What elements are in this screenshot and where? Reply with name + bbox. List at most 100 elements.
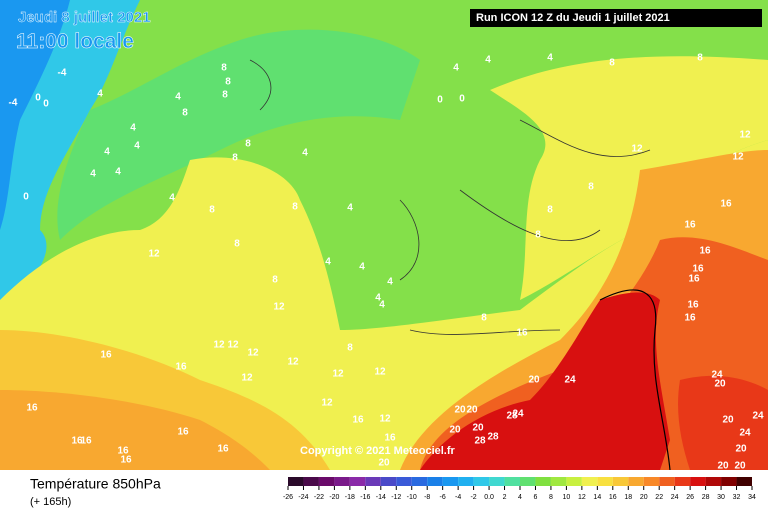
scale-swatch	[349, 477, 366, 486]
contour-label: 4	[90, 169, 96, 180]
scale-swatch	[736, 477, 752, 486]
contour-label: 4	[347, 203, 353, 214]
scale-tick-label: 2	[503, 494, 507, 501]
contour-label: 20	[472, 423, 484, 434]
contour-label: 0	[35, 93, 41, 104]
contour-label: 4	[325, 257, 331, 268]
contour-label: 24	[512, 409, 524, 420]
scale-swatch	[705, 477, 722, 486]
contour-label: 4	[302, 148, 308, 159]
contour-label: 4	[359, 262, 365, 273]
contour-label: 8	[347, 343, 353, 354]
contour-label: 28	[506, 411, 518, 422]
contour-label: 4	[379, 300, 385, 311]
scale-swatch	[473, 477, 490, 486]
contour-label: 4	[134, 141, 140, 152]
contour-label: 24	[711, 370, 723, 381]
scale-swatch	[458, 477, 474, 486]
contour-label: 16	[384, 433, 396, 444]
scale-tick-label: -20	[329, 494, 339, 501]
map-background	[0, 0, 768, 471]
contour-label: 24	[752, 411, 764, 422]
scale-tick-label: -2	[470, 494, 476, 501]
contour-label: 8	[697, 53, 703, 64]
scale-tick-label: 6	[534, 494, 538, 501]
scale-swatch	[396, 477, 412, 486]
contour-label: 4	[169, 193, 175, 204]
scale-swatch	[659, 477, 675, 486]
contour-label: 8	[221, 63, 227, 74]
contour-label: 16	[699, 246, 711, 257]
contour-label: 16	[217, 444, 229, 455]
scale-tick-label: -24	[298, 494, 308, 501]
contour-label: 8	[272, 275, 278, 286]
scale-swatch	[489, 477, 505, 486]
scale-swatch	[566, 477, 582, 486]
contour-label: 20	[466, 405, 478, 416]
contour-label: 12	[321, 398, 333, 409]
contour-label: 20	[714, 379, 726, 390]
contour-label: 20	[528, 375, 540, 386]
contour-label: 0	[23, 192, 29, 203]
contour-label: 8	[245, 139, 251, 150]
scale-swatch	[535, 477, 551, 486]
contour-label: 28	[487, 432, 499, 443]
contour-label: 8	[481, 313, 487, 324]
scale-tick-label: 20	[640, 494, 648, 501]
scale-swatch	[643, 477, 660, 486]
contour-label: 16	[26, 403, 38, 414]
contour-label: 4	[115, 167, 121, 178]
contour-label: 20	[735, 444, 747, 455]
scale-tick-label: -12	[391, 494, 401, 501]
run-info: Run ICON 12 Z du Jeudi 1 juillet 2021	[476, 12, 670, 24]
contour-label: 12	[247, 348, 259, 359]
scale-tick-label: 18	[624, 494, 632, 501]
contour-label: 4	[387, 277, 393, 288]
contour-label: 8	[609, 58, 615, 69]
contour-label: 12	[631, 144, 643, 155]
contour-label: 12	[732, 152, 744, 163]
contour-label: 24	[564, 375, 576, 386]
scale-tick-label: -26	[283, 494, 293, 501]
footer-title: Température 850hPa	[30, 476, 161, 492]
scale-swatch	[380, 477, 397, 486]
scale-swatch	[674, 477, 691, 486]
scale-tick-label: -8	[424, 494, 430, 501]
contour-label: 12	[213, 340, 225, 351]
contour-label: 16	[692, 264, 704, 275]
contour-label: -4	[58, 68, 67, 79]
contour-label: 4	[453, 63, 459, 74]
scale-tick-label: 22	[655, 494, 663, 501]
scale-swatch	[520, 477, 536, 486]
scale-tick-label: 10	[563, 494, 571, 501]
scale-tick-label: 4	[518, 494, 522, 501]
contour-label: 20	[734, 461, 746, 472]
contour-label: 16	[684, 220, 696, 231]
contour-label: 20	[449, 425, 461, 436]
copyright: Copyright © 2021 Meteociel.fr	[300, 445, 456, 457]
contour-label: 4	[547, 53, 553, 64]
scale-tick-label: -16	[360, 494, 370, 501]
scale-tick-label: 8	[549, 494, 553, 501]
contour-label: 16	[100, 350, 112, 361]
lead-time: (+ 165h)	[30, 496, 71, 508]
contour-label: 16	[687, 300, 699, 311]
scale-swatch	[721, 477, 737, 486]
scale-tick-label: 28	[702, 494, 710, 501]
contour-label: 16	[516, 328, 528, 339]
scale-swatch	[550, 477, 567, 486]
scale-swatch	[690, 477, 706, 486]
contour-label: 16	[80, 436, 92, 447]
contour-label: 20	[722, 415, 734, 426]
scale-swatch	[427, 477, 443, 486]
scale-swatch	[411, 477, 428, 486]
scale-swatch	[504, 477, 520, 486]
scale-tick-label: 16	[609, 494, 617, 501]
contour-label: 8	[234, 239, 240, 250]
contour-label: 4	[485, 55, 491, 66]
contour-label: 4	[104, 147, 110, 158]
scale-tick-label: 0.0	[484, 494, 494, 501]
contour-label: 4	[97, 89, 103, 100]
scale-tick-label: -22	[314, 494, 324, 501]
